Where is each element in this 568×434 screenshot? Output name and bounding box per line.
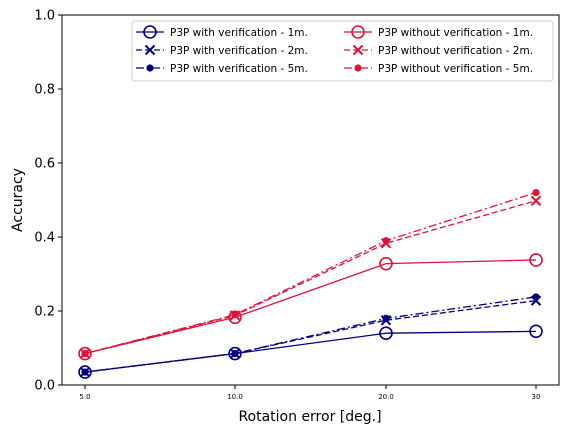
series-6 [81,189,540,358]
series-line [84,200,537,355]
x-axis: 5.0 10.0 20.0 30 [79,385,540,401]
data-point [228,346,242,361]
data-point [231,349,239,358]
data-point [382,237,390,245]
data-point [529,253,543,267]
x-tick-label: 10.0 [227,393,243,401]
legend: P3P with verification - 1m. P3P with veri… [131,20,554,82]
legend-marker [352,44,364,56]
x-axis-title: Rotation error [deg.] [238,409,381,425]
x-tick-label: 5.0 [79,393,90,401]
y-axis: 0.0 0.2 0.4 0.6 0.8 1.0 [34,9,62,394]
data-point [379,326,393,341]
y-tick-label: 0.6 [34,157,55,172]
legend-label: P3P with verification - 1m. [170,27,308,39]
legend-marker [146,64,154,72]
y-tick-label: 0.2 [34,305,55,320]
series-line [84,296,537,373]
legend-marker [144,44,156,56]
data-point [81,349,89,358]
legend-box [131,20,554,82]
data-point [78,365,92,379]
y-tick-label: 0.8 [34,83,55,98]
legend-entry: P3P without verification - 5m. [344,63,533,75]
legend-entry: P3P with verification - 1m. [136,25,308,39]
data-point [382,314,390,322]
data-point [529,324,543,339]
x-tick-label: 30 [532,393,541,401]
legend-label: P3P without verification - 5m. [378,63,533,75]
legend-label: P3P without verification - 1m. [378,27,533,39]
legend-marker [143,25,157,39]
y-tick-label: 1.0 [34,9,55,24]
data-point [231,311,239,319]
y-axis-title: Accuracy [10,168,26,232]
y-tick-label: 0.4 [34,231,55,246]
x-tick-label: 20.0 [378,393,394,401]
legend-entry: P3P without verification - 2m. [344,44,533,57]
legend-label: P3P with verification - 5m. [170,63,308,75]
series-3 [81,293,540,376]
legend-label: P3P without verification - 2m. [378,45,533,57]
y-tick-label: 0.0 [34,379,55,394]
legend-marker [351,25,365,39]
plot-frame [61,14,560,386]
series-line [84,259,537,355]
legend-marker [354,64,362,72]
data-point [530,195,542,206]
legend-entry: P3P with verification - 5m. [136,63,308,75]
series-line [84,191,537,355]
legend-entry: P3P without verification - 1m. [344,25,533,39]
data-point [379,256,393,271]
legend-entry: P3P with verification - 2m. [136,44,308,57]
data-point [532,293,540,301]
data-point [78,346,92,361]
data-point [532,189,540,197]
series-layer [78,189,543,379]
data-point [81,368,89,376]
legend-label: P3P with verification - 2m. [170,45,308,57]
